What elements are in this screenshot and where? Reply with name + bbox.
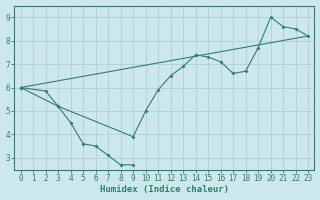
X-axis label: Humidex (Indice chaleur): Humidex (Indice chaleur) [100,185,229,194]
